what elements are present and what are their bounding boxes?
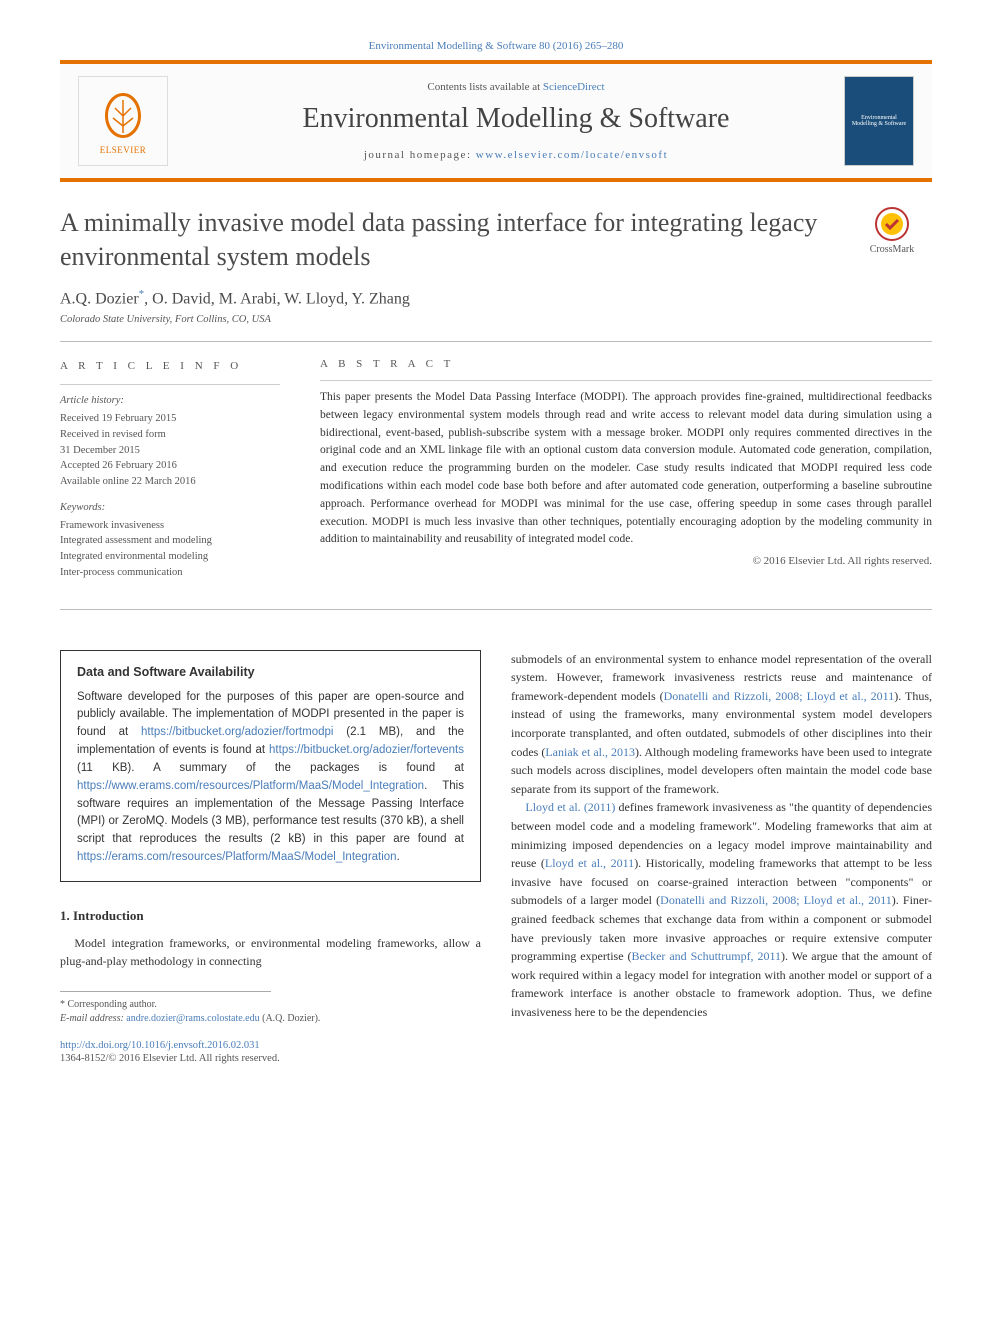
- citation-ref[interactable]: Becker and Schuttrumpf, 2011: [631, 949, 781, 963]
- keyword: Framework invasiveness: [60, 518, 280, 534]
- citation-line: Environmental Modelling & Software 80 (2…: [60, 40, 932, 52]
- journal-homepage: journal homepage: www.elsevier.com/locat…: [188, 149, 844, 161]
- footnote-corresponding: * Corresponding author.: [60, 998, 481, 1012]
- elsevier-logo-text: ELSEVIER: [100, 145, 147, 155]
- homepage-link[interactable]: www.elsevier.com/locate/envsoft: [476, 149, 668, 161]
- footnote-email: E-mail address: andre.dozier@rams.colost…: [60, 1012, 481, 1026]
- section-heading-intro: 1. Introduction: [60, 908, 481, 924]
- citation-ref[interactable]: Lloyd et al. (2011): [525, 800, 615, 814]
- column-left: Data and Software Availability Software …: [60, 650, 481, 1064]
- results-link[interactable]: https://erams.com/resources/Platform/Maa…: [77, 851, 397, 863]
- divider: [60, 341, 932, 342]
- abstract: A B S T R A C T This paper presents the …: [320, 358, 932, 591]
- doi-link[interactable]: http://dx.doi.org/10.1016/j.envsoft.2016…: [60, 1040, 481, 1051]
- crossmark-badge[interactable]: CrossMark: [852, 206, 932, 255]
- availability-heading: Data and Software Availability: [77, 665, 464, 679]
- citation-ref[interactable]: Lloyd et al., 2011: [545, 856, 634, 870]
- affiliation: Colorado State University, Fort Collins,…: [60, 314, 932, 325]
- author-primary: A.Q. Dozier: [60, 290, 139, 307]
- citation-ref[interactable]: Laniak et al., 2013: [545, 745, 635, 759]
- journal-cover-thumbnail: Environmental Modelling & Software: [844, 76, 914, 166]
- received-date: Received 19 February 2015: [60, 411, 280, 427]
- summary-link[interactable]: https://www.erams.com/resources/Platform…: [77, 780, 424, 792]
- article-title: A minimally invasive model data passing …: [60, 206, 832, 274]
- keyword: Integrated assessment and modeling: [60, 533, 280, 549]
- contents-line: Contents lists available at ScienceDirec…: [188, 81, 844, 93]
- article-title-row: A minimally invasive model data passing …: [60, 206, 932, 274]
- abstract-heading: A B S T R A C T: [320, 358, 932, 370]
- intro-paragraph: Model integration frameworks, or environ…: [60, 934, 481, 971]
- body-paragraph: Lloyd et al. (2011) defines framework in…: [511, 798, 932, 1021]
- issn-copyright: 1364-8152/© 2016 Elsevier Ltd. All right…: [60, 1053, 481, 1064]
- divider: [60, 384, 280, 385]
- availability-text: Software developed for the purposes of t…: [77, 689, 464, 867]
- journal-title: Environmental Modelling & Software: [188, 103, 844, 135]
- footnote-divider: [60, 991, 271, 992]
- revised-line2: 31 December 2015: [60, 443, 280, 459]
- divider: [60, 609, 932, 610]
- text: (11 KB). A summary of the packages is fo…: [77, 762, 464, 774]
- page: Environmental Modelling & Software 80 (2…: [0, 0, 992, 1094]
- online-date: Available online 22 March 2016: [60, 474, 280, 490]
- citation-ref[interactable]: Donatelli and Rizzoli, 2008; Lloyd et al…: [664, 689, 895, 703]
- article-info: A R T I C L E I N F O Article history: R…: [60, 358, 280, 591]
- journal-header: ELSEVIER Contents lists available at Sci…: [60, 60, 932, 182]
- text: .: [397, 851, 400, 863]
- elsevier-logo: ELSEVIER: [78, 76, 168, 166]
- body-paragraph: submodels of an environmental system to …: [511, 650, 932, 799]
- keyword: Integrated environmental modeling: [60, 549, 280, 565]
- column-right: submodels of an environmental system to …: [511, 650, 932, 1064]
- abstract-text: This paper presents the Model Data Passi…: [320, 389, 932, 549]
- contents-prefix: Contents lists available at: [427, 81, 542, 93]
- elsevier-tree-icon: [93, 88, 153, 143]
- abstract-copyright: © 2016 Elsevier Ltd. All rights reserved…: [320, 555, 932, 567]
- crossmark-label: CrossMark: [870, 244, 914, 255]
- accepted-date: Accepted 26 February 2016: [60, 458, 280, 474]
- authors-rest: , O. David, M. Arabi, W. Lloyd, Y. Zhang: [144, 290, 410, 307]
- repo-link-modpi[interactable]: https://bitbucket.org/adozier/fortmodpi: [141, 726, 333, 738]
- email-suffix: (A.Q. Dozier).: [260, 1013, 321, 1024]
- revised-line1: Received in revised form: [60, 427, 280, 443]
- divider: [320, 380, 932, 381]
- crossmark-icon: [874, 206, 910, 242]
- keywords-label: Keywords:: [60, 500, 280, 516]
- repo-link-events[interactable]: https://bitbucket.org/adozier/fortevents: [269, 744, 464, 756]
- journal-header-center: Contents lists available at ScienceDirec…: [188, 81, 844, 161]
- sciencedirect-link[interactable]: ScienceDirect: [543, 81, 605, 93]
- homepage-prefix: journal homepage:: [364, 149, 476, 161]
- history-label: Article history:: [60, 393, 280, 409]
- article-history: Article history: Received 19 February 20…: [60, 393, 280, 490]
- article-info-heading: A R T I C L E I N F O: [60, 358, 280, 375]
- email-link[interactable]: andre.dozier@rams.colostate.edu: [126, 1013, 259, 1024]
- availability-box: Data and Software Availability Software …: [60, 650, 481, 882]
- info-abstract-row: A R T I C L E I N F O Article history: R…: [60, 358, 932, 591]
- citation-ref[interactable]: Donatelli and Rizzoli, 2008; Lloyd et al…: [660, 893, 892, 907]
- body-columns: Data and Software Availability Software …: [60, 650, 932, 1064]
- keyword: Inter-process communication: [60, 565, 280, 581]
- email-label: E-mail address:: [60, 1013, 126, 1024]
- authors: A.Q. Dozier*, O. David, M. Arabi, W. Llo…: [60, 288, 932, 308]
- keywords-block: Keywords: Framework invasiveness Integra…: [60, 500, 280, 581]
- cover-text: Environmental Modelling & Software: [849, 115, 909, 127]
